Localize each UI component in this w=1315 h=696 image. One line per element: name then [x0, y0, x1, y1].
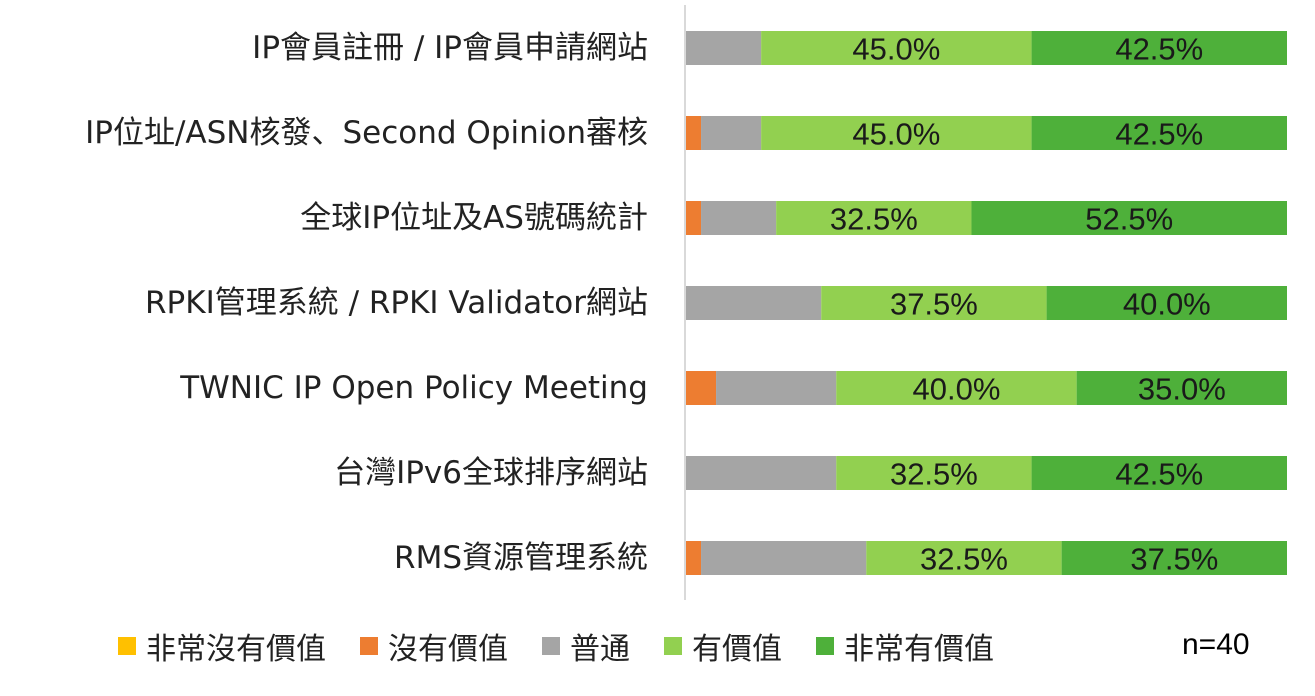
legend-label: 非常有價值 [844, 632, 994, 667]
bar-segment [761, 31, 1032, 65]
bar-segment [1076, 371, 1287, 405]
category-label: TWNIC IP Open Policy Meeting [179, 370, 648, 406]
bar-segment [1031, 116, 1287, 150]
legend-swatch [118, 637, 136, 655]
bar-segment [1061, 541, 1287, 575]
bar-segment [761, 116, 1032, 150]
legend-item: 普通 [542, 624, 630, 668]
data-label: 40.0% [1123, 287, 1211, 322]
category-label: 全球IP位址及AS號碼統計 [300, 200, 648, 236]
bar-segment [686, 541, 702, 575]
legend-swatch [360, 637, 378, 655]
category-labels: IP會員註冊 / IP會員申請網站 IP位址/ASN核發、Second Opini… [85, 30, 648, 576]
bar-segment [836, 456, 1032, 490]
legend-swatch [816, 637, 834, 655]
data-label: 32.5% [920, 542, 1008, 577]
data-label: 32.5% [890, 457, 978, 492]
legend-swatch [542, 637, 560, 655]
legend-item: 非常沒有價值 [118, 624, 326, 668]
bar-segments [686, 31, 1287, 575]
bar-segment [686, 371, 717, 405]
data-label: 45.0% [852, 32, 940, 67]
category-label: RPKI管理系統 / RPKI Validator網站 [145, 285, 648, 321]
legend-label: 沒有價值 [388, 632, 508, 667]
bar-segment [971, 201, 1287, 235]
data-label: 37.5% [890, 287, 978, 322]
bar-segment [1031, 456, 1287, 490]
data-label: 32.5% [830, 202, 918, 237]
bar-segment [716, 371, 837, 405]
data-label: 40.0% [912, 372, 1000, 407]
category-label: 台灣IPv6全球排序網站 [334, 455, 648, 491]
data-label: 42.5% [1115, 32, 1203, 67]
bar-segment [686, 201, 702, 235]
category-label: IP位址/ASN核發、Second Opinion審核 [85, 115, 648, 151]
bar-segment [701, 541, 867, 575]
data-label: 42.5% [1115, 457, 1203, 492]
bar-segment [686, 116, 702, 150]
sample-size-label: n=40 [1182, 628, 1250, 661]
bar-segment [686, 456, 837, 490]
data-labels: 45.0% 42.5% 45.0% 42.5% 32.5% 52.5% 37.5% 40.0%… [830, 32, 1226, 577]
bar-segment [1031, 31, 1287, 65]
data-label: 45.0% [852, 117, 940, 152]
data-label: 42.5% [1115, 117, 1203, 152]
legend-item: 沒有價值 [360, 624, 508, 668]
legend-item: 有價值 [664, 624, 782, 668]
bar-segment [701, 201, 777, 235]
legend-label: 普通 [570, 632, 630, 667]
legend-item: 非常有價值 [816, 624, 994, 668]
category-label: IP會員註冊 / IP會員申請網站 [252, 30, 648, 66]
bar-segment [1046, 286, 1287, 320]
bar-segment [686, 31, 762, 65]
legend: 非常沒有價值 沒有價值 普通 有價值 非常有價值 [118, 624, 1028, 668]
bar-segment [776, 201, 972, 235]
bar-segment [866, 541, 1062, 575]
legend-swatch [664, 637, 682, 655]
data-label: 37.5% [1130, 542, 1218, 577]
bar-segment [701, 116, 762, 150]
legend-label: 有價值 [692, 632, 782, 667]
category-label: RMS資源管理系統 [394, 540, 648, 576]
data-label: 35.0% [1138, 372, 1226, 407]
bar-segment [836, 371, 1077, 405]
bar-segment [821, 286, 1047, 320]
legend-label: 非常沒有價值 [146, 632, 326, 667]
bar-segment [686, 286, 822, 320]
data-label: 52.5% [1085, 202, 1173, 237]
